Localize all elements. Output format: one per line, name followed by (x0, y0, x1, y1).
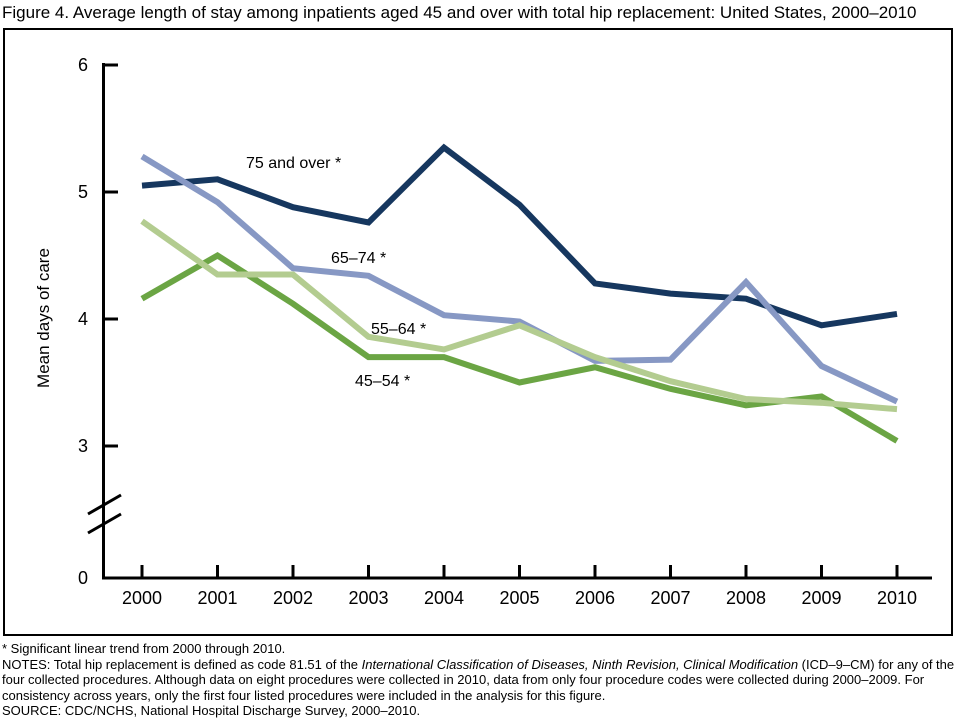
x-tick-label: 2001 (197, 588, 238, 608)
x-tick-label: 2002 (272, 588, 314, 608)
y-tick-label: 5 (77, 182, 88, 202)
y-tick-label: 3 (77, 436, 88, 456)
x-tick-label: 2005 (499, 588, 540, 608)
footnote-notes-italic: International Classification of Diseases… (361, 656, 799, 672)
x-tick-label: 2010 (876, 588, 918, 608)
series-label-65-74: 65–74 * (331, 250, 387, 267)
x-tick-label: 2008 (725, 588, 767, 608)
footnote-notes: NOTES: Total hip replacement is defined … (2, 657, 956, 704)
x-tick-label: 2009 (801, 588, 842, 608)
y-tick-label: 4 (77, 309, 88, 329)
y-tick-label: 0 (77, 568, 88, 588)
x-tick-label: 2007 (650, 588, 691, 608)
series-label-75-and-over: 75 and over * (246, 155, 342, 172)
chart-plot-area (3, 28, 953, 636)
figure-title: Figure 4. Average length of stay among i… (2, 3, 917, 22)
series-label-55-64: 55–64 * (371, 321, 427, 338)
footnote-significance: * Significant linear trend from 2000 thr… (2, 641, 286, 656)
footnotes: * Significant linear trend from 2000 thr… (2, 641, 956, 718)
footnote-notes-prefix: NOTES: Total hip replacement is defined … (2, 656, 362, 672)
x-tick-label: 2006 (574, 588, 616, 608)
footnote-notes-suffix: (ICD–9–CM) for any of the four collected… (2, 656, 955, 703)
y-tick-label: 6 (77, 55, 88, 75)
x-tick-label: 2000 (121, 588, 163, 608)
x-tick-label: 2004 (423, 588, 465, 608)
series-label-45-54: 45–54 * (355, 373, 411, 390)
y-axis-title: Mean days of care (34, 248, 53, 388)
x-tick-label: 2003 (348, 588, 389, 608)
footnote-source: SOURCE: CDC/NCHS, National Hospital Disc… (2, 703, 421, 718)
